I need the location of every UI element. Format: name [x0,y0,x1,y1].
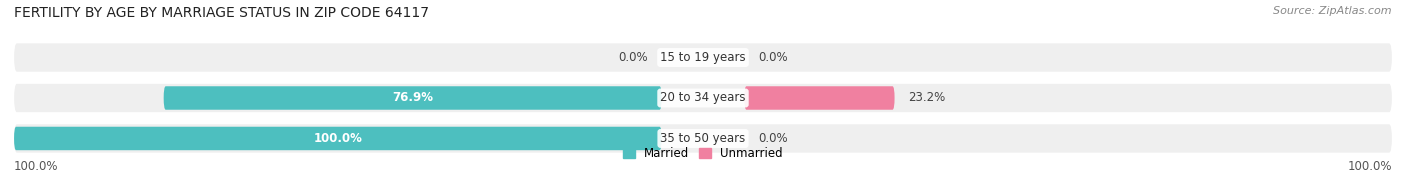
Text: 20 to 34 years: 20 to 34 years [661,92,745,104]
FancyBboxPatch shape [14,43,1392,72]
FancyBboxPatch shape [14,84,1392,112]
FancyBboxPatch shape [14,127,662,150]
Text: 0.0%: 0.0% [758,132,787,145]
Text: FERTILITY BY AGE BY MARRIAGE STATUS IN ZIP CODE 64117: FERTILITY BY AGE BY MARRIAGE STATUS IN Z… [14,6,429,20]
Text: 100.0%: 100.0% [314,132,363,145]
Text: Source: ZipAtlas.com: Source: ZipAtlas.com [1274,6,1392,16]
Text: 0.0%: 0.0% [758,51,787,64]
Text: 100.0%: 100.0% [1347,160,1392,173]
Text: 35 to 50 years: 35 to 50 years [661,132,745,145]
Legend: Married, Unmarried: Married, Unmarried [619,142,787,165]
Text: 15 to 19 years: 15 to 19 years [661,51,745,64]
FancyBboxPatch shape [14,124,1392,153]
FancyBboxPatch shape [163,86,662,110]
Text: 76.9%: 76.9% [392,92,433,104]
Text: 23.2%: 23.2% [908,92,946,104]
Text: 0.0%: 0.0% [619,51,648,64]
FancyBboxPatch shape [744,86,894,110]
Text: 100.0%: 100.0% [14,160,59,173]
